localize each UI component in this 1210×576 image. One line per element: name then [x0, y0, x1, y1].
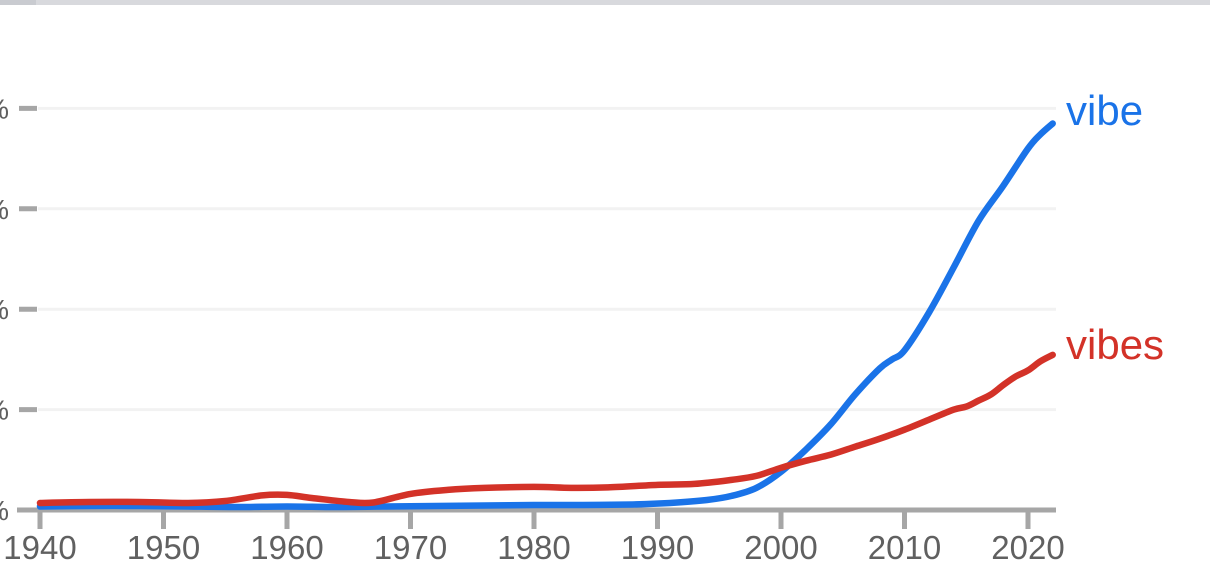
- top-edge-strip-cap: [0, 0, 36, 5]
- x-axis-label: 1980: [497, 529, 570, 566]
- y-axis-percent-label: %: [0, 495, 9, 526]
- series-label-vibe: vibe: [1066, 87, 1144, 134]
- x-axis-label: 2000: [744, 529, 817, 566]
- x-axis-label: 2010: [868, 529, 941, 566]
- series-line-vibes: [36, 351, 1056, 507]
- x-axis-label: 2020: [991, 529, 1064, 566]
- x-axis-label: 1990: [621, 529, 694, 566]
- series-line-vibe: [36, 120, 1056, 511]
- series-label-vibes: vibes: [1066, 321, 1165, 368]
- x-axis-label: 1950: [127, 529, 200, 566]
- x-axis-label: 1970: [374, 529, 447, 566]
- y-axis-percent-label: %: [0, 395, 9, 426]
- x-axis-label: 1960: [250, 529, 323, 566]
- x-axis-label: 1940: [3, 529, 76, 566]
- top-edge-strip: [0, 0, 1210, 5]
- y-axis-percent-label: %: [0, 294, 9, 325]
- y-axis-percent-label: %: [0, 194, 9, 225]
- y-axis-percent-label: %: [0, 93, 9, 124]
